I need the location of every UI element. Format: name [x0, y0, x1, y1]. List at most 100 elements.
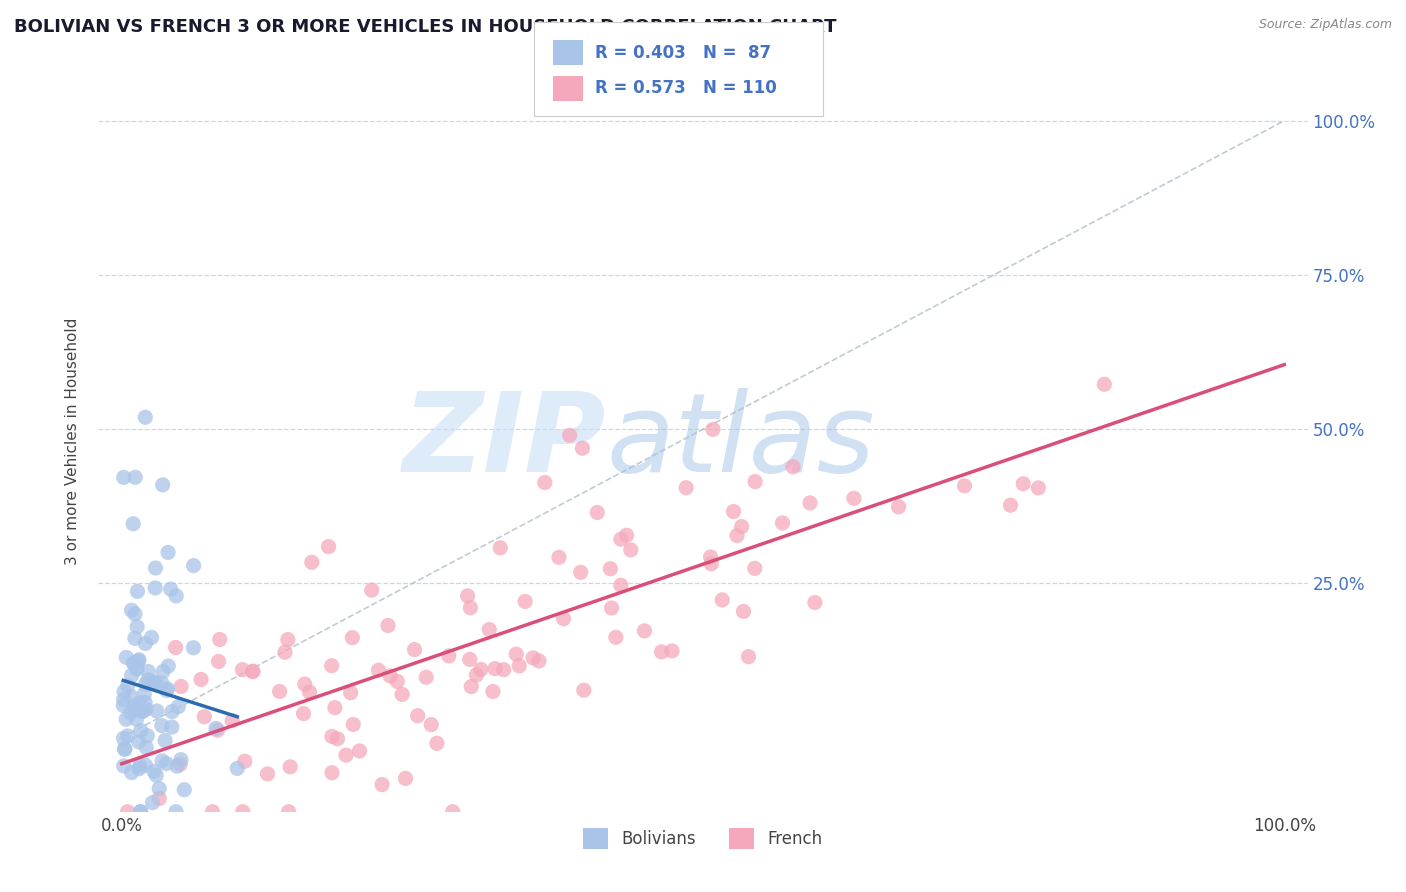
Point [121, 603, 143, 617]
Point [232, 805, 254, 819]
Point [156, 683, 179, 698]
Point [269, 684, 291, 698]
Point [117, 678, 139, 692]
Point [278, 760, 301, 774]
Point [1092, 377, 1115, 392]
Point [143, 676, 166, 690]
Point [242, 665, 264, 679]
Point [165, 589, 187, 603]
Point [460, 600, 482, 615]
Point [167, 699, 190, 714]
Point [1012, 476, 1035, 491]
Point [294, 677, 316, 691]
Point [114, 741, 136, 756]
Point [1000, 498, 1022, 512]
Point [321, 765, 343, 780]
Point [339, 686, 361, 700]
Point [148, 791, 170, 805]
Point [131, 704, 153, 718]
Point [201, 805, 224, 819]
Point [114, 742, 136, 756]
Point [321, 658, 343, 673]
Point [135, 740, 157, 755]
Point [120, 690, 142, 704]
Point [484, 662, 506, 676]
Point [391, 687, 413, 701]
Point [122, 656, 145, 670]
Point [586, 506, 609, 520]
Point [342, 717, 364, 731]
Point [661, 644, 683, 658]
Point [173, 782, 195, 797]
Point [730, 519, 752, 533]
Point [125, 662, 148, 676]
Point [145, 561, 167, 575]
Legend: Bolivians, French: Bolivians, French [576, 822, 830, 855]
Point [231, 663, 253, 677]
Point [127, 654, 149, 668]
Point [256, 767, 278, 781]
Point [160, 705, 183, 719]
Point [160, 720, 183, 734]
Point [394, 772, 416, 786]
Point [533, 475, 555, 490]
Point [737, 649, 759, 664]
Point [150, 754, 173, 768]
Point [702, 422, 724, 436]
Point [744, 561, 766, 575]
Point [148, 781, 170, 796]
Point [489, 541, 512, 555]
Point [135, 702, 157, 716]
Point [134, 695, 156, 709]
Point [527, 654, 550, 668]
Point [470, 662, 492, 676]
Point [804, 595, 827, 609]
Point [620, 543, 643, 558]
Point [125, 712, 148, 726]
Point [183, 558, 205, 573]
Point [377, 618, 399, 632]
Point [277, 805, 299, 819]
Point [508, 658, 530, 673]
Point [482, 684, 505, 698]
Point [128, 759, 150, 773]
Point [134, 687, 156, 701]
Point [142, 675, 165, 690]
Point [342, 631, 364, 645]
Point [153, 733, 176, 747]
Point [371, 778, 394, 792]
Point [711, 593, 734, 607]
Point [349, 744, 371, 758]
Point [599, 562, 621, 576]
Point [115, 650, 138, 665]
Point [420, 717, 443, 731]
Point [610, 533, 633, 547]
Point [166, 759, 188, 773]
Point [335, 748, 357, 763]
Point [121, 765, 143, 780]
Point [782, 459, 804, 474]
Point [207, 723, 229, 738]
Point [142, 764, 165, 779]
Text: atlas: atlas [606, 388, 875, 495]
Point [128, 653, 150, 667]
Point [569, 566, 592, 580]
Point [460, 680, 482, 694]
Point [112, 470, 135, 484]
Point [478, 623, 501, 637]
Point [1028, 481, 1050, 495]
Point [115, 712, 138, 726]
Point [725, 528, 748, 542]
Point [124, 607, 146, 621]
Text: BOLIVIAN VS FRENCH 3 OR MORE VEHICLES IN HOUSEHOLD CORRELATION CHART: BOLIVIAN VS FRENCH 3 OR MORE VEHICLES IN… [14, 18, 837, 36]
Point [165, 805, 187, 819]
Point [125, 661, 148, 675]
Point [406, 708, 429, 723]
Point [145, 768, 167, 782]
Point [122, 657, 145, 671]
Point [112, 731, 135, 746]
Point [122, 516, 145, 531]
Point [733, 604, 755, 618]
Point [128, 762, 150, 776]
Point [152, 478, 174, 492]
